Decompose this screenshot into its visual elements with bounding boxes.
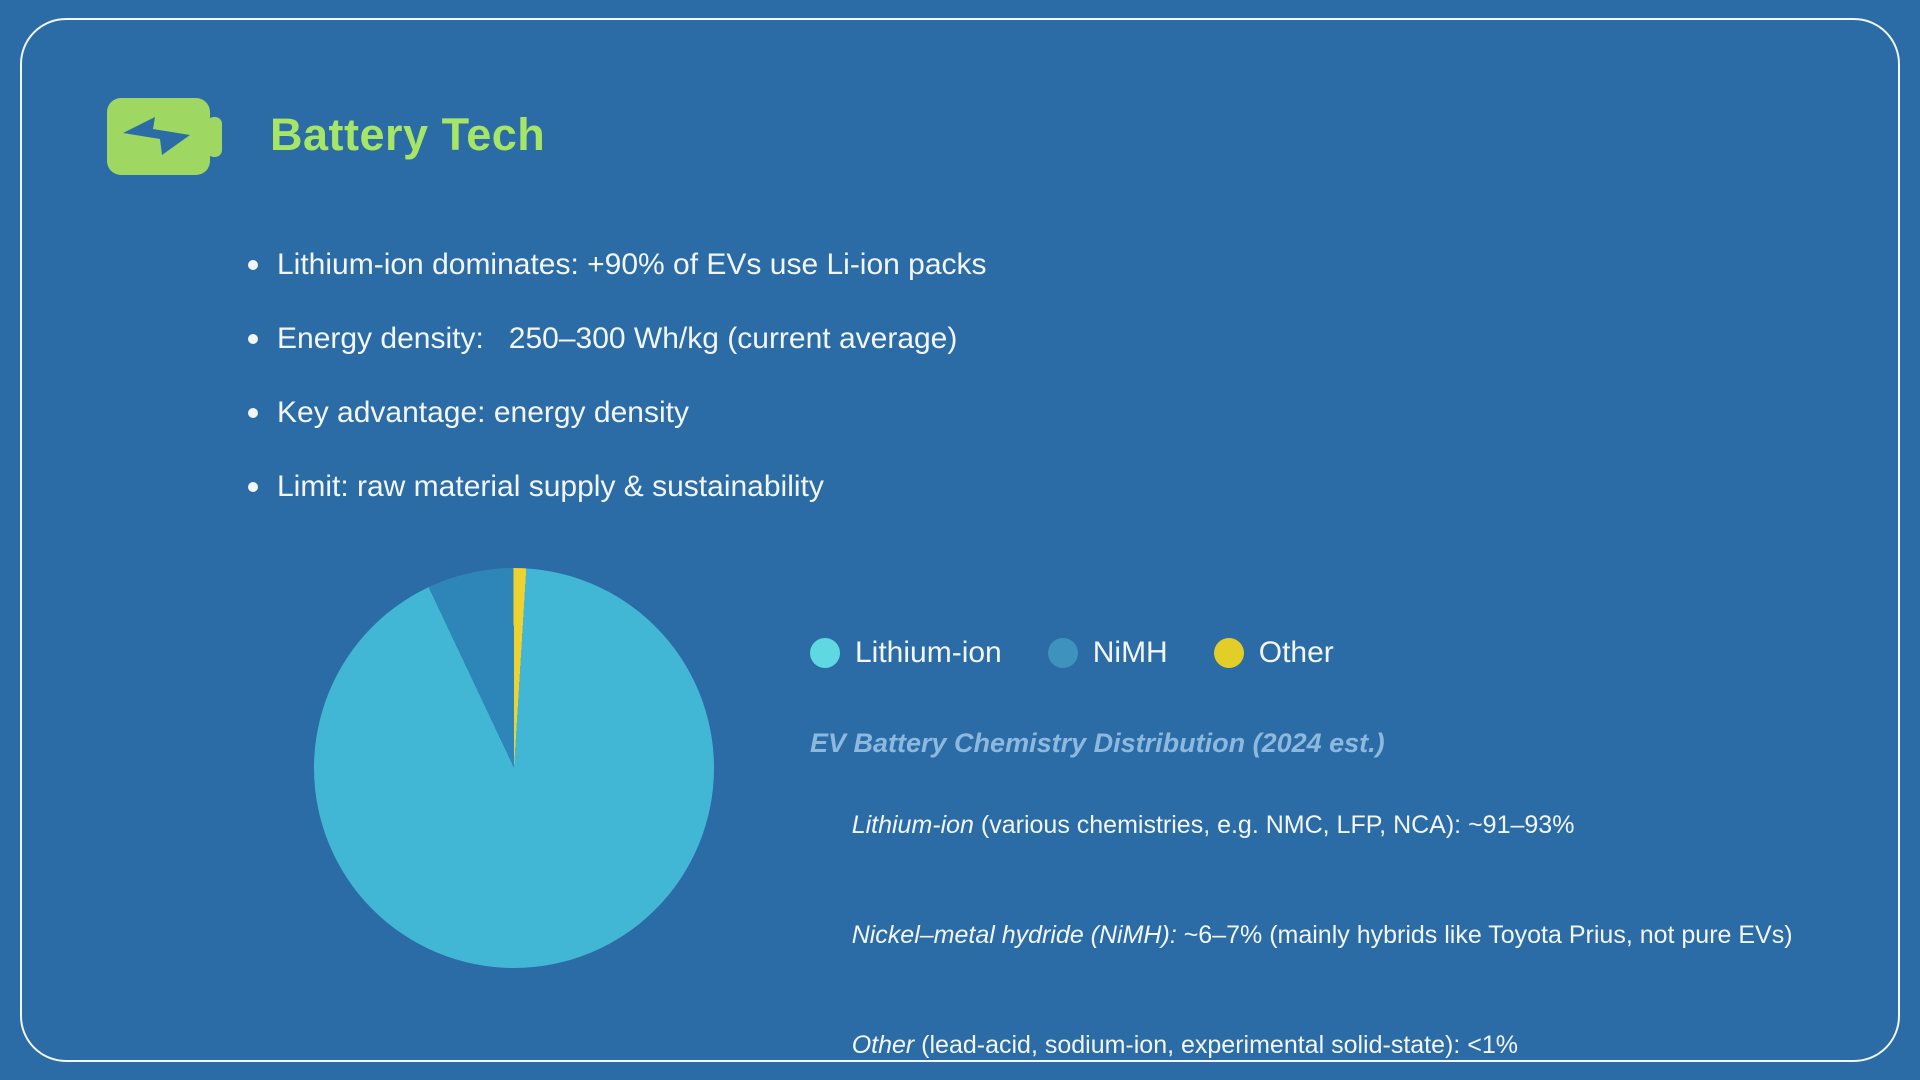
detail-line-other: Other (lead-acid, sodium-ion, experiment… (810, 1000, 1793, 1080)
legend-label: NiMH (1092, 636, 1168, 669)
bullet-item: Limit: raw material supply & sustainabil… (233, 469, 987, 505)
battery-charging-icon (107, 98, 222, 175)
detail-rest: (various chemistries, e.g. NMC, LFP, NCA… (973, 811, 1575, 839)
detail-lead: Lithium-ion (851, 811, 974, 839)
legend-swatch-lithium-ion-icon (810, 638, 840, 668)
legend-swatch-other-icon (1213, 638, 1244, 668)
bullet-item: Energy density: 250–300 Wh/kg (current a… (233, 321, 987, 357)
chart-details: Lithium-ion (various chemistries, e.g. N… (810, 780, 1793, 1080)
legend-item-lithium-ion: Lithium-ion (810, 637, 1002, 669)
chart-legend: Lithium-ion NiMH Other (810, 637, 1380, 669)
detail-line-nimh: Nickel–metal hydride (NiMH): ~6–7% (main… (810, 890, 1793, 980)
legend-label: Other (1258, 636, 1334, 669)
page-title: Battery Tech (270, 109, 546, 160)
slide-border (20, 18, 1900, 1062)
chart-caption: EV Battery Chemistry Distribution (2024 … (810, 728, 1385, 758)
legend-label: Lithium-ion (855, 636, 1002, 669)
bullet-item: Lithium-ion dominates: +90% of EVs use L… (233, 247, 987, 283)
lightning-bolt-icon (123, 117, 190, 155)
detail-line-lithium-ion: Lithium-ion (various chemistries, e.g. N… (810, 780, 1793, 870)
pie-chart (314, 568, 714, 968)
detail-lead: Other (851, 1031, 915, 1059)
battery-terminal (207, 117, 222, 157)
legend-swatch-nimh-icon (1047, 638, 1078, 668)
detail-rest: ~6–7% (mainly hybrids like Toyota Prius,… (1176, 921, 1793, 949)
legend-item-other: Other (1213, 636, 1334, 669)
bullet-item: Key advantage: energy density (233, 395, 987, 431)
legend-item-nimh: NiMH (1047, 636, 1168, 669)
detail-rest: (lead-acid, sodium-ion, experimental sol… (914, 1031, 1518, 1059)
bullet-list: Lithium-ion dominates: +90% of EVs use L… (233, 247, 987, 543)
detail-lead: Nickel–metal hydride (NiMH): (851, 921, 1177, 949)
